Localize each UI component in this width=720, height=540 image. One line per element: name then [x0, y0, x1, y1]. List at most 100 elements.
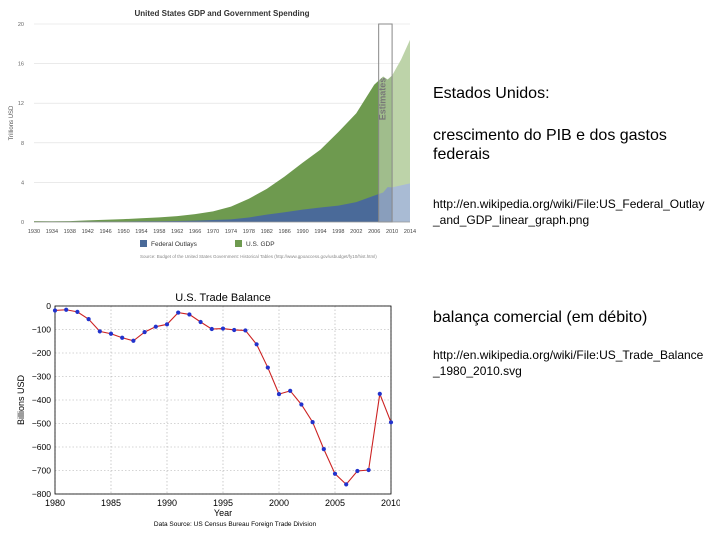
- chart2-xtick-label: 1985: [101, 498, 121, 508]
- chart1-xtick-label: 1994: [314, 229, 326, 235]
- trade-balance-point: [187, 312, 192, 317]
- chart2-ytick-label: −500: [32, 419, 51, 429]
- chart2-xtick-label: 2010: [381, 498, 400, 508]
- chart2-ytick-label: −600: [32, 442, 51, 452]
- trade-balance-point: [254, 342, 259, 347]
- caption-gdp: crescimento do PIB e dos gastos federais: [433, 127, 667, 163]
- trade-balance-point: [120, 335, 125, 340]
- trade-balance-point: [108, 331, 114, 336]
- chart2-xtick-label: 2005: [325, 498, 345, 508]
- trade-balance-point: [97, 329, 102, 334]
- trade-balance-point: [86, 317, 91, 322]
- caption-trade: balança comercial (em débito): [433, 309, 648, 326]
- trade-balance-point: [176, 310, 181, 315]
- chart1-xtick-label: 2014: [404, 229, 416, 235]
- chart1-xtick-label: 1990: [296, 229, 308, 235]
- chart1-xtick-label: 1950: [117, 229, 129, 235]
- trade-balance-point: [243, 328, 248, 333]
- link-gdp[interactable]: http://en.wikipedia.org/wiki/File:US_Fed…: [433, 197, 705, 227]
- legend-swatch: [235, 240, 242, 247]
- trade-balance-point: [344, 482, 349, 487]
- chart1-source: Source: Budget of the United States Gove…: [140, 254, 377, 259]
- chart1-xtick-label: 2002: [350, 229, 362, 235]
- chart2-ylabel: Billions USD: [16, 374, 26, 425]
- trade-balance-point: [366, 467, 371, 473]
- chart1-xtick-label: 2010: [386, 229, 398, 235]
- trade-balance-point: [388, 420, 394, 425]
- chart2-plot-frame: [54, 305, 392, 495]
- country-label: Estados Unidos:: [433, 85, 550, 102]
- chart2-ytick-label: 0: [46, 301, 51, 311]
- trade-balance-point: [75, 309, 80, 314]
- area-gdp-estimate: [392, 39, 410, 223]
- chart1-ytick-label: 20: [18, 22, 24, 28]
- chart1-xtick-label: 1938: [64, 229, 76, 235]
- chart2-ytick-label: −300: [32, 372, 51, 382]
- legend-label: U.S. GDP: [246, 241, 275, 248]
- trade-balance-point: [232, 327, 237, 333]
- chart1-xtick-label: 1962: [171, 229, 183, 235]
- chart2-ytick-label: −400: [32, 395, 51, 405]
- chart1-ylabel: Trillions USD: [9, 105, 15, 140]
- chart1-title: United States GDP and Government Spendin…: [135, 9, 310, 18]
- chart2-xtick-label: 1980: [45, 498, 65, 508]
- estimates-box: [378, 23, 393, 223]
- chart1-xtick-label: 1998: [332, 229, 344, 235]
- chart1-ytick-label: 12: [18, 101, 24, 107]
- legend-swatch: [140, 240, 147, 247]
- chart1-xtick-label: 1986: [279, 229, 291, 235]
- chart1-xtick-label: 1954: [135, 229, 147, 235]
- chart2-ytick-label: −700: [32, 466, 51, 476]
- chart1-ytick-label: 16: [18, 62, 24, 68]
- chart1-xtick-label: 1958: [153, 229, 165, 235]
- trade-balance-point: [198, 319, 203, 325]
- area-gdp: [34, 75, 393, 222]
- trade-balance-point: [332, 471, 338, 476]
- chart1-ytick-label: 8: [21, 141, 24, 147]
- chart1-xtick-label: 1982: [261, 229, 273, 235]
- area-outlays: [34, 187, 393, 222]
- trade-balance-point: [276, 392, 282, 397]
- trade-balance-point: [288, 388, 293, 393]
- trade-balance-point: [265, 365, 270, 370]
- chart1-xtick-label: 2006: [368, 229, 380, 235]
- area-outlays-estimate: [392, 183, 410, 222]
- chart2-xtick-label: 1990: [157, 498, 177, 508]
- trade-balance-point: [153, 324, 158, 329]
- chart1-xtick-label: 1946: [99, 229, 111, 235]
- trade-balance-point: [310, 419, 315, 425]
- link-trade[interactable]: http://en.wikipedia.org/wiki/File:US_Tra…: [433, 348, 704, 378]
- chart2-xtick-label: 2000: [269, 498, 289, 508]
- trade-balance-point: [64, 307, 69, 312]
- chart2-title: U.S. Trade Balance: [175, 292, 270, 304]
- chart1-ytick-label: 0: [21, 220, 24, 226]
- trade-balance-point: [164, 322, 170, 327]
- trade-balance-point: [142, 329, 147, 335]
- legend-label: Federal Outlays: [151, 241, 198, 248]
- chart1-xtick-label: 1930: [28, 229, 40, 235]
- estimates-label: Estimates: [377, 78, 387, 121]
- trade-balance-point: [52, 308, 58, 313]
- chart1-xtick-label: 1974: [225, 229, 237, 235]
- chart1-xtick-label: 1966: [189, 229, 201, 235]
- gdp-spending-chart: United States GDP and Government Spendin…: [9, 9, 416, 259]
- trade-balance-point: [377, 391, 382, 396]
- chart1-xtick-label: 1942: [82, 229, 94, 235]
- trade-balance-chart: U.S. Trade Balance 0 −100 −200 −300 −400 −500 −…: [16, 292, 400, 528]
- chart1-xtick-label: 1934: [46, 229, 58, 235]
- chart2-xlabel: Year: [214, 508, 232, 518]
- chart1-ytick-label: 4: [21, 180, 24, 186]
- trade-balance-point: [131, 338, 136, 343]
- chart1-xtick-label: 1978: [243, 229, 255, 235]
- trade-balance-point: [209, 326, 214, 332]
- chart1-xtick-label: 1970: [207, 229, 219, 235]
- trade-balance-point: [321, 447, 326, 452]
- chart2-ytick-label: −200: [32, 348, 51, 358]
- trade-balance-point: [355, 468, 360, 474]
- trade-balance-point: [220, 326, 226, 331]
- chart2-xtick-label: 1995: [213, 498, 233, 508]
- chart2-ytick-label: −800: [32, 489, 51, 499]
- trade-balance-point: [299, 402, 304, 407]
- chart2-source: Data Source: US Census Bureau Foreign Tr…: [154, 521, 317, 528]
- chart2-ytick-label: −100: [32, 325, 51, 335]
